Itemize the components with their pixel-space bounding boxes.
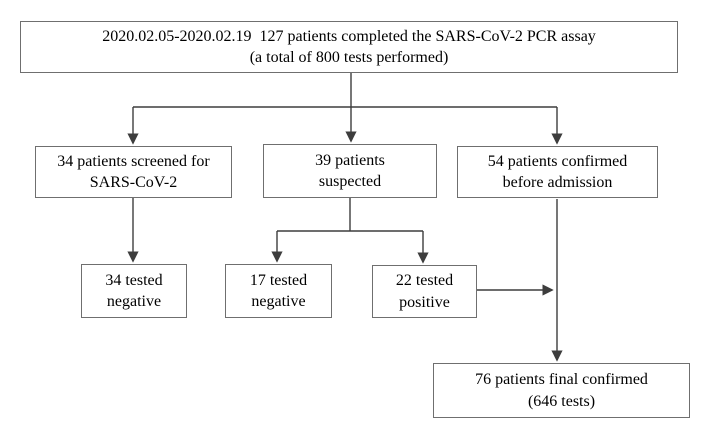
node-total-patients-line2: (a total of 800 tests performed): [249, 49, 449, 66]
node-tested-positive-22-line2: positive: [399, 293, 450, 311]
node-screened: 34 patients screened for SARS-CoV-2: [35, 146, 232, 198]
node-confirmed-before-line1: 54 patients confirmed: [487, 152, 628, 170]
node-screened-line2: SARS-CoV-2: [89, 174, 178, 191]
node-suspected: 39 patients suspected: [263, 144, 437, 198]
node-tested-negative-17: 17 tested negative: [225, 264, 332, 318]
node-confirmed-before-line2: before admission: [502, 174, 613, 191]
node-total-patients-line1: 2020.02.05-2020.02.19 127 patients compl…: [102, 27, 596, 45]
node-suspected-line2: suspected: [318, 173, 382, 190]
node-tested-negative-17-line1: 17 tested: [249, 271, 308, 289]
node-tested-negative-34-line2: negative: [106, 293, 162, 310]
node-tested-negative-17-line2: negative: [251, 293, 306, 310]
node-final-confirmed: 76 patients final confirmed (646 tests): [433, 363, 690, 418]
node-final-confirmed-line2: (646 tests): [527, 392, 596, 410]
node-confirmed-before-admission: 54 patients confirmed before admission: [457, 146, 658, 198]
node-tested-positive-22-line1: 22 tested: [395, 272, 454, 290]
node-screened-line1: 34 patients screened for: [57, 152, 210, 170]
node-final-confirmed-line1: 76 patients final confirmed: [475, 371, 648, 389]
node-tested-positive-22: 22 tested positive: [372, 265, 477, 318]
node-total-patients: 2020.02.05-2020.02.19 127 patients compl…: [20, 21, 678, 73]
node-tested-negative-34-line1: 34 tested: [105, 271, 163, 289]
node-suspected-line1: 39 patients: [315, 151, 385, 169]
node-tested-negative-34: 34 tested negative: [81, 264, 187, 318]
